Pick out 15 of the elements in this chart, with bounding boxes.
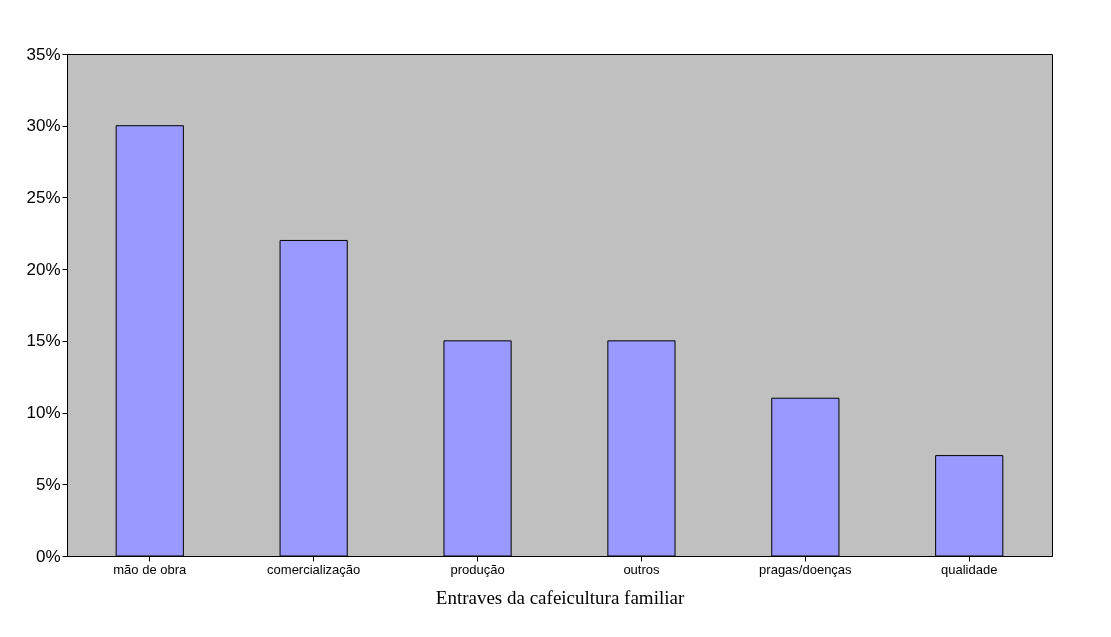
y-tick-label: 0%: [35, 546, 61, 566]
y-tick-label: 25%: [26, 187, 61, 207]
x-tick-label: qualidade: [941, 561, 998, 577]
y-tick-label: 35%: [26, 44, 61, 64]
y-tick-label: 15%: [26, 331, 61, 351]
x-tick-label: mão de obra: [113, 561, 188, 577]
x-tick-label: pragas/doenças: [759, 561, 853, 577]
y-tick-label: 30%: [26, 116, 61, 136]
y-tick-label: 10%: [26, 403, 61, 423]
x-tick-label: comercialização: [267, 561, 361, 577]
x-tick-label: produção: [450, 561, 505, 577]
x-axis-title: Entraves da cafeicultura familiar: [435, 586, 685, 608]
y-tick-label: 5%: [35, 474, 61, 494]
y-tick-label: 20%: [26, 259, 61, 279]
x-tick-label: outros: [623, 561, 661, 577]
